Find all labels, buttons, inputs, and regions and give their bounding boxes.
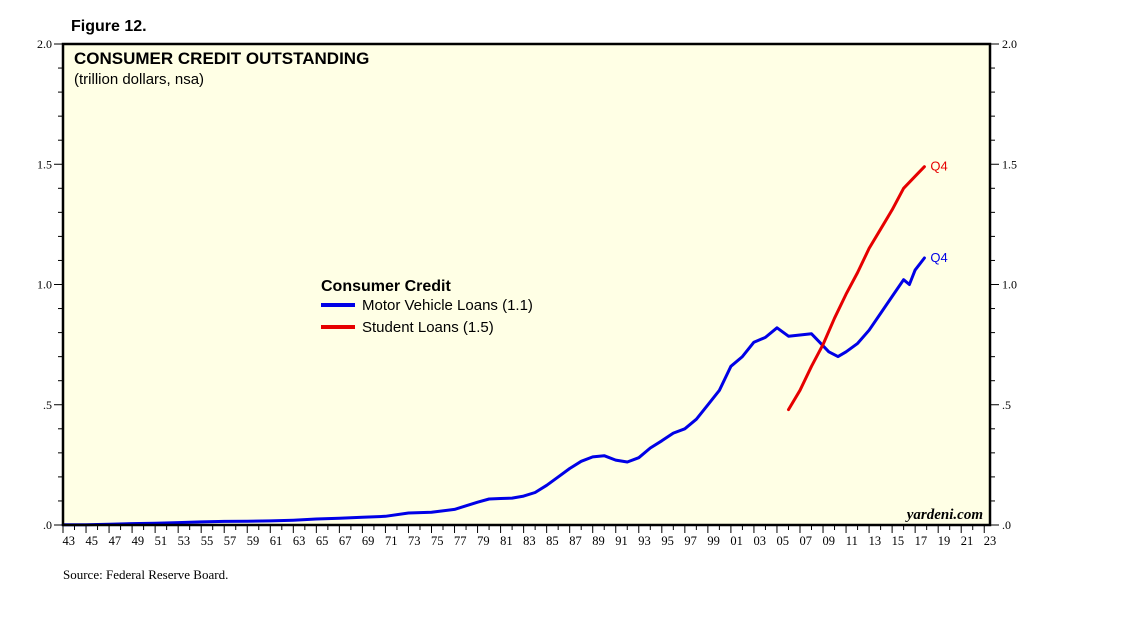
x-tick-label: 83 [523, 534, 536, 548]
legend-title: Consumer Credit [321, 278, 451, 295]
x-tick-label: 59 [247, 534, 260, 548]
x-tick-label: 65 [316, 534, 329, 548]
y-tick-label-left: 2.0 [37, 37, 52, 51]
x-tick-label: 23 [984, 534, 997, 548]
series-line-student [787, 165, 926, 412]
x-tick-label: 45 [86, 534, 99, 548]
x-tick-label: 05 [776, 534, 789, 548]
x-tick-label: 75 [431, 534, 444, 548]
x-tick-label: 71 [385, 534, 398, 548]
x-tick-label: 95 [661, 534, 674, 548]
x-tick-label: 43 [63, 534, 76, 548]
x-tick-label: 77 [454, 534, 467, 548]
y-tick-label-right: .0 [1002, 518, 1011, 532]
end-label-motor-vehicle: Q4 [930, 250, 947, 265]
x-tick-label: 73 [408, 534, 421, 548]
x-tick-label: 89 [592, 534, 605, 548]
x-tick-label: 07 [800, 534, 813, 548]
chart-subtitle: (trillion dollars, nsa) [74, 71, 204, 88]
x-tick-label: 03 [753, 534, 766, 548]
x-tick-label: 93 [638, 534, 651, 548]
x-tick-label: 21 [961, 534, 974, 548]
y-tick-label-right: .5 [1002, 398, 1011, 412]
x-tick-label: 17 [915, 534, 928, 548]
y-tick-label-left: 1.0 [37, 278, 52, 292]
x-tick-label: 85 [546, 534, 559, 548]
y-tick-label-left: 1.5 [37, 157, 52, 171]
legend-label-motor-vehicle: Motor Vehicle Loans (1.1) [362, 297, 533, 314]
x-tick-label: 11 [846, 534, 858, 548]
x-tick-label: 55 [201, 534, 214, 548]
left-y-axis: .0 .5 1.0 1.5 2.0 [37, 37, 63, 532]
watermark: yardeni.com [905, 507, 983, 523]
plot-frame [61, 42, 992, 527]
y-tick-label-right: 1.0 [1002, 278, 1017, 292]
series-line-motor-vehicle [61, 256, 926, 527]
source-note: Source: Federal Reserve Board. [63, 567, 228, 582]
y-tick-label-right: 2.0 [1002, 37, 1017, 51]
x-tick-label: 57 [224, 534, 237, 548]
x-axis: 43 45 47 49 51 53 55 57 59 61 63 65 67 69 71 73 75 77 79 81… [62, 525, 997, 548]
figure-label: Figure 12. [71, 18, 147, 35]
x-tick-label: 15 [892, 534, 905, 548]
x-tick-label: 63 [293, 534, 306, 548]
x-tick-label: 09 [823, 534, 836, 548]
x-tick-label: 91 [615, 534, 628, 548]
x-tick-label: 47 [109, 534, 122, 548]
series-lines: Q4 Q4 [61, 159, 948, 527]
x-tick-label: 51 [155, 534, 168, 548]
x-tick-label: 99 [707, 534, 720, 548]
legend-label-student: Student Loans (1.5) [362, 319, 494, 336]
legend: Consumer Credit Motor Vehicle Loans (1.1… [321, 278, 533, 336]
chart-title: CONSUMER CREDIT OUTSTANDING [74, 49, 369, 68]
x-tick-label: 61 [270, 534, 283, 548]
x-tick-label: 87 [569, 534, 582, 548]
x-tick-label: 81 [500, 534, 513, 548]
x-tick-label: 01 [730, 534, 743, 548]
x-tick-label: 79 [477, 534, 490, 548]
y-tick-label-left: .0 [43, 518, 52, 532]
plot-area [63, 44, 990, 525]
x-tick-label: 19 [938, 534, 951, 548]
x-tick-label: 53 [178, 534, 191, 548]
y-tick-label-right: 1.5 [1002, 157, 1017, 171]
x-tick-label: 49 [132, 534, 145, 548]
x-tick-label: 67 [339, 534, 352, 548]
x-tick-label: 13 [869, 534, 882, 548]
y-tick-label-left: .5 [43, 398, 52, 412]
end-label-student: Q4 [930, 159, 947, 174]
right-y-axis: .0 .5 1.0 1.5 2.0 [990, 37, 1017, 532]
x-tick-label: 69 [362, 534, 375, 548]
x-tick-label: 97 [684, 534, 697, 548]
